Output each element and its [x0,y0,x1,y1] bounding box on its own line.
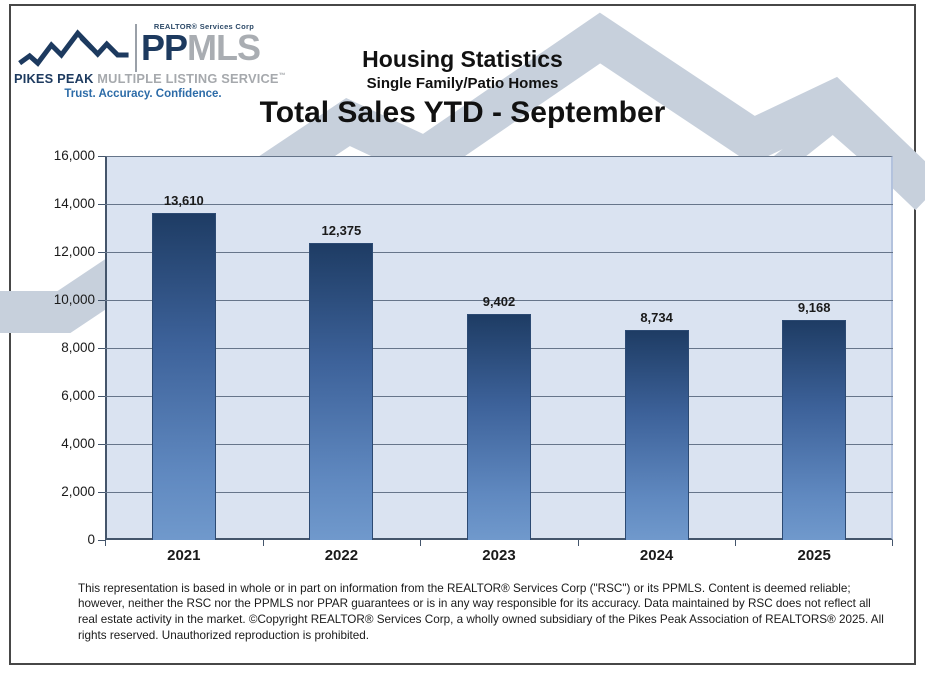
report-title: Housing Statistics [362,46,563,72]
bar-value-label: 9,402 [482,294,516,310]
x-axis-tick [577,540,579,546]
bar-2022 [309,243,374,540]
y-axis-label: 6,000 [61,388,95,403]
x-axis-tick [105,540,106,546]
ppmls-mountain-icon [18,29,129,67]
y-axis-tick [98,347,105,349]
y-axis-tick [98,299,105,301]
x-axis-label-2021: 2021 [167,547,201,564]
y-axis-tick [98,395,105,397]
bar-2023 [467,314,531,540]
x-axis-label-2024: 2024 [639,547,674,564]
x-axis-tick [420,540,422,546]
bar-2024 [624,330,689,540]
page-border [9,4,916,665]
realtor-services-corp-label: REALTOR® Services Corp [153,22,255,31]
x-axis-tick [262,540,264,546]
bar-value-label: 8,734 [640,310,673,326]
y-axis-tick [98,203,105,205]
logo-tagline: Trust. Accuracy. Confidence. [64,88,222,100]
y-axis-tick [98,251,105,253]
y-axis-label: 10,000 [53,292,95,307]
bar-value-label: 9,168 [797,299,831,315]
gridline [105,300,893,301]
y-axis-label: 8,000 [61,340,95,355]
chart-title: Total Sales YTD - September [259,95,666,129]
gridline [105,204,893,205]
bar-value-label: 12,375 [321,223,362,238]
y-axis-label: 16,000 [53,148,95,163]
report-header: Housing Statistics Single Family/Patio H… [0,46,925,129]
report-subtitle: Single Family/Patio Homes [366,75,559,93]
x-axis-label-2022: 2022 [324,547,359,564]
y-axis-label: 4,000 [61,436,95,451]
y-axis-label: 2,000 [61,484,95,499]
bar-2021 [151,213,216,540]
trademark-symbol: ™ [278,72,286,80]
ppmls-wordmark-mls: MLS [187,27,261,68]
x-axis-label-2025: 2025 [797,547,831,564]
x-axis-tick [735,540,737,546]
y-axis-label: 0 [87,532,95,547]
bar-2025 [782,319,847,540]
y-axis-tick [98,155,105,157]
y-axis-tick [98,539,105,541]
bar-value-label: 13,610 [163,193,204,209]
ppmls-wordmark-pp: PP [141,27,188,68]
y-axis-tick [98,491,105,493]
ppmls-wordmark: PPMLS [141,27,261,69]
y-axis-label: 12,000 [53,244,95,259]
logo-divider [135,24,137,72]
disclaimer-text: This representation is based in whole or… [78,581,884,643]
y-axis-tick [98,443,105,445]
x-axis-tick [892,540,893,546]
pikes-peak-mls-name: PIKES PEAK MULTIPLE LISTING SERVICE™ [14,71,286,86]
y-axis-label: 14,000 [53,196,95,211]
ppmls-logo: REALTOR® Services Corp PPMLS PIKES PEAK … [14,16,286,108]
total-sales-bar-chart: 0 2,000 4,000 6,000 8,000 10,000 12,000 14,000 1… [54,148,893,564]
x-axis-label-2023: 2023 [482,547,516,564]
gridline [105,252,893,253]
